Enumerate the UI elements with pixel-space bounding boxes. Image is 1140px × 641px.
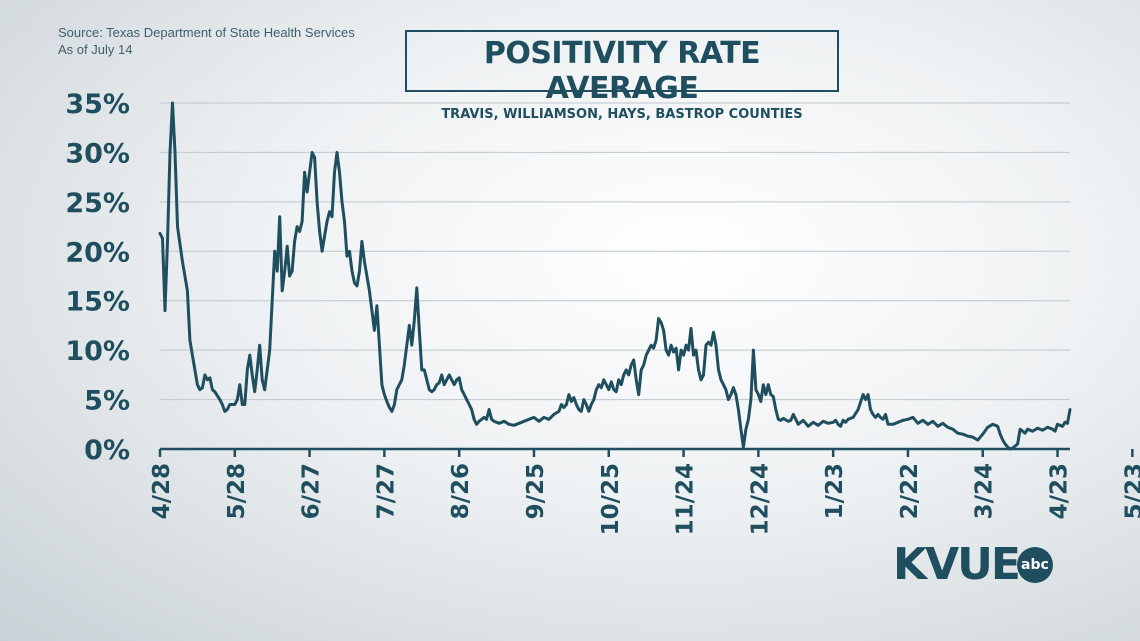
chart-subtitle: TRAVIS, WILLIAMSON, HAYS, BASTROP COUNTI…	[441, 107, 803, 122]
abc-logo-icon: abc	[1016, 547, 1053, 583]
x-tick-label: 12/24	[747, 463, 773, 535]
y-tick-label: 15%	[65, 287, 130, 318]
source-line: Source: Texas Department of State Health…	[58, 25, 355, 40]
x-tick-label: 5/28	[224, 463, 250, 519]
y-tick-label: 0%	[84, 435, 130, 466]
x-tick-label: 1/23	[822, 463, 848, 519]
x-tick-label: 5/23	[1121, 463, 1140, 519]
x-axis	[158, 447, 1134, 457]
chart-title: POSITIVITY RATE AVERAGE	[483, 36, 761, 106]
as-of-line: As of July 14	[58, 42, 133, 57]
y-tick-label: 5%	[84, 386, 130, 417]
title-box: POSITIVITY RATE AVERAGE TRAVIS, WILLIAMS…	[405, 30, 839, 122]
y-tick-label: 10%	[65, 336, 130, 367]
x-tick-label: 7/27	[373, 463, 399, 519]
y-axis-labels: 0% 5% 10% 15% 20% 25% 30% 35%	[65, 89, 130, 466]
x-tick-label: 4/23	[1047, 463, 1073, 519]
y-tick-label: 20%	[65, 237, 130, 268]
y-tick-label: 30%	[65, 138, 130, 169]
x-tick-label: 6/27	[299, 463, 325, 519]
series-group	[158, 101, 1072, 451]
y-tick-label: 25%	[65, 188, 130, 219]
kvue-abc-logo: KVUE abc	[893, 543, 1053, 587]
grid-lines	[160, 102, 1070, 401]
x-tick-label: 11/24	[673, 463, 699, 535]
x-tick-label: 3/24	[972, 463, 998, 519]
x-tick-label: 10/25	[598, 463, 624, 535]
x-tick-label: 2/22	[897, 463, 923, 519]
x-tick-label: 9/25	[523, 463, 549, 519]
positivity-rate-line	[158, 101, 1072, 451]
x-axis-labels: 4/28 5/28 6/27 7/27 8/26 9/25 10/25 11/24 12/24 1…	[149, 463, 1140, 535]
kvue-logo-text: KVUE	[893, 539, 1021, 590]
x-tick-label: 4/28	[149, 463, 175, 519]
y-tick-label: 35%	[65, 89, 130, 120]
source-note: Source: Texas Department of State Health…	[58, 24, 355, 58]
x-tick-label: 8/26	[448, 463, 474, 519]
